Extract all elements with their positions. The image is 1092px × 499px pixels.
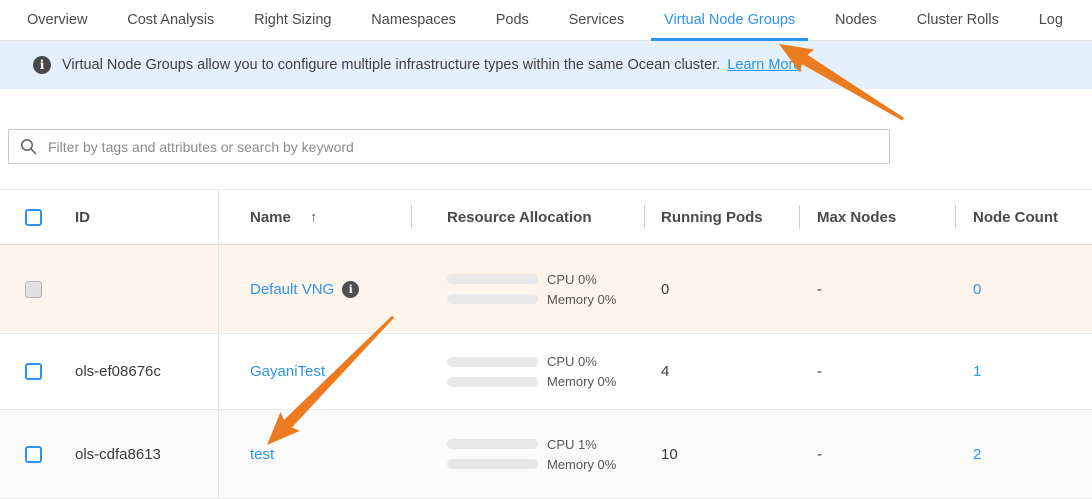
header-node-count: Node Count <box>955 190 1092 244</box>
header-resource-allocation: Resource Allocation <box>411 190 644 244</box>
resource-allocation-cell: CPU 0% Memory 0% <box>447 269 616 309</box>
node-count-link[interactable]: 1 <box>973 363 982 380</box>
vng-name-link[interactable]: Default VNG <box>250 280 335 298</box>
tab-label: Cluster Rolls <box>916 12 999 28</box>
row-checkbox[interactable] <box>25 445 42 463</box>
info-icon: i <box>33 56 51 74</box>
info-icon: i <box>342 280 360 298</box>
max-nodes-value: - <box>817 280 822 298</box>
tab-label: Log <box>1038 12 1063 28</box>
cpu-label: CPU 1% <box>547 436 597 452</box>
row-id: ols-cdfa8613 <box>75 445 161 463</box>
memory-label: Memory 0% <box>547 374 617 389</box>
tab-right-sizing[interactable]: Right Sizing <box>241 0 344 40</box>
cpu-progress-bar <box>447 274 538 284</box>
search-icon <box>20 138 37 155</box>
max-nodes-value: - <box>817 445 822 463</box>
node-count-link[interactable]: 0 <box>973 280 982 298</box>
tab-cost-analysis[interactable]: Cost Analysis <box>114 0 227 40</box>
filter-searchbox[interactable] <box>8 129 890 164</box>
running-pods-value: 4 <box>661 363 670 380</box>
tab-cluster-rolls[interactable]: Cluster Rolls <box>904 0 1012 40</box>
header-max-nodes: Max Nodes <box>799 190 955 244</box>
tab-label: Overview <box>27 12 88 28</box>
resource-allocation-cell: CPU 1% Memory 0% <box>447 434 616 474</box>
node-count-link[interactable]: 2 <box>973 445 982 463</box>
tab-label: Services <box>568 12 625 28</box>
memory-progress-bar <box>447 294 538 304</box>
tab-nodes[interactable]: Nodes <box>822 0 890 40</box>
info-banner: i Virtual Node Groups allow you to confi… <box>0 41 1092 89</box>
banner-text: Virtual Node Groups allow you to configu… <box>62 57 721 73</box>
cpu-progress-bar <box>447 356 538 367</box>
tab-log[interactable]: Log <box>1026 0 1076 40</box>
tab-namespaces[interactable]: Namespaces <box>358 0 469 40</box>
running-pods-value: 10 <box>661 445 678 463</box>
vng-table: ID Name ↑ Resource Allocation Running Po… <box>0 189 1092 499</box>
row-checkbox[interactable] <box>25 363 42 380</box>
memory-label: Memory 0% <box>547 456 617 472</box>
resource-allocation-cell: CPU 0% Memory 0% <box>447 352 616 392</box>
row-id: ols-ef08676c <box>75 363 161 380</box>
cpu-progress-bar <box>447 439 538 449</box>
tab-bar: Overview Cost Analysis Right Sizing Name… <box>0 0 1092 41</box>
max-nodes-value: - <box>817 363 822 380</box>
vng-name-link[interactable]: GayaniTest <box>250 363 326 380</box>
tab-pods[interactable]: Pods <box>483 0 542 40</box>
tab-label: Namespaces <box>371 12 456 28</box>
header-running-pods: Running Pods <box>644 190 799 244</box>
vng-name-link[interactable]: test <box>250 445 275 463</box>
table-body: Default VNG i CPU 0% Memory 0% 0 - 0 <box>0 245 1092 499</box>
tab-label: Nodes <box>834 12 877 28</box>
tab-label: Right Sizing <box>254 12 332 28</box>
table-row: ols-cdfa8613 test i CPU 1% Memory 0% 10 … <box>0 410 1092 499</box>
tab-label: Pods <box>495 12 529 28</box>
tab-virtual-node-groups[interactable]: Virtual Node Groups <box>651 0 809 41</box>
select-all-checkbox[interactable] <box>25 208 42 226</box>
memory-progress-bar <box>447 459 538 469</box>
sort-ascending-icon[interactable]: ↑ <box>309 208 318 226</box>
row-checkbox[interactable] <box>25 280 42 298</box>
header-name[interactable]: Name ↑ <box>250 208 318 226</box>
cpu-label: CPU 0% <box>547 354 597 369</box>
tab-services[interactable]: Services <box>556 0 638 40</box>
tab-label: Cost Analysis <box>127 12 215 28</box>
filter-search-input[interactable] <box>46 137 878 156</box>
table-header: ID Name ↑ Resource Allocation Running Po… <box>0 190 1092 245</box>
header-id: ID <box>64 190 219 244</box>
tab-label: Virtual Node Groups <box>664 12 796 28</box>
cpu-label: CPU 0% <box>547 271 597 287</box>
memory-progress-bar <box>447 376 538 387</box>
memory-label: Memory 0% <box>547 291 617 307</box>
learn-more-link[interactable]: Learn More <box>727 57 802 73</box>
tab-overview[interactable]: Overview <box>14 0 100 40</box>
table-row: ols-ef08676c GayaniTest i CPU 0% Memory … <box>0 334 1092 410</box>
running-pods-value: 0 <box>661 280 670 298</box>
table-row: Default VNG i CPU 0% Memory 0% 0 - 0 <box>0 245 1092 334</box>
